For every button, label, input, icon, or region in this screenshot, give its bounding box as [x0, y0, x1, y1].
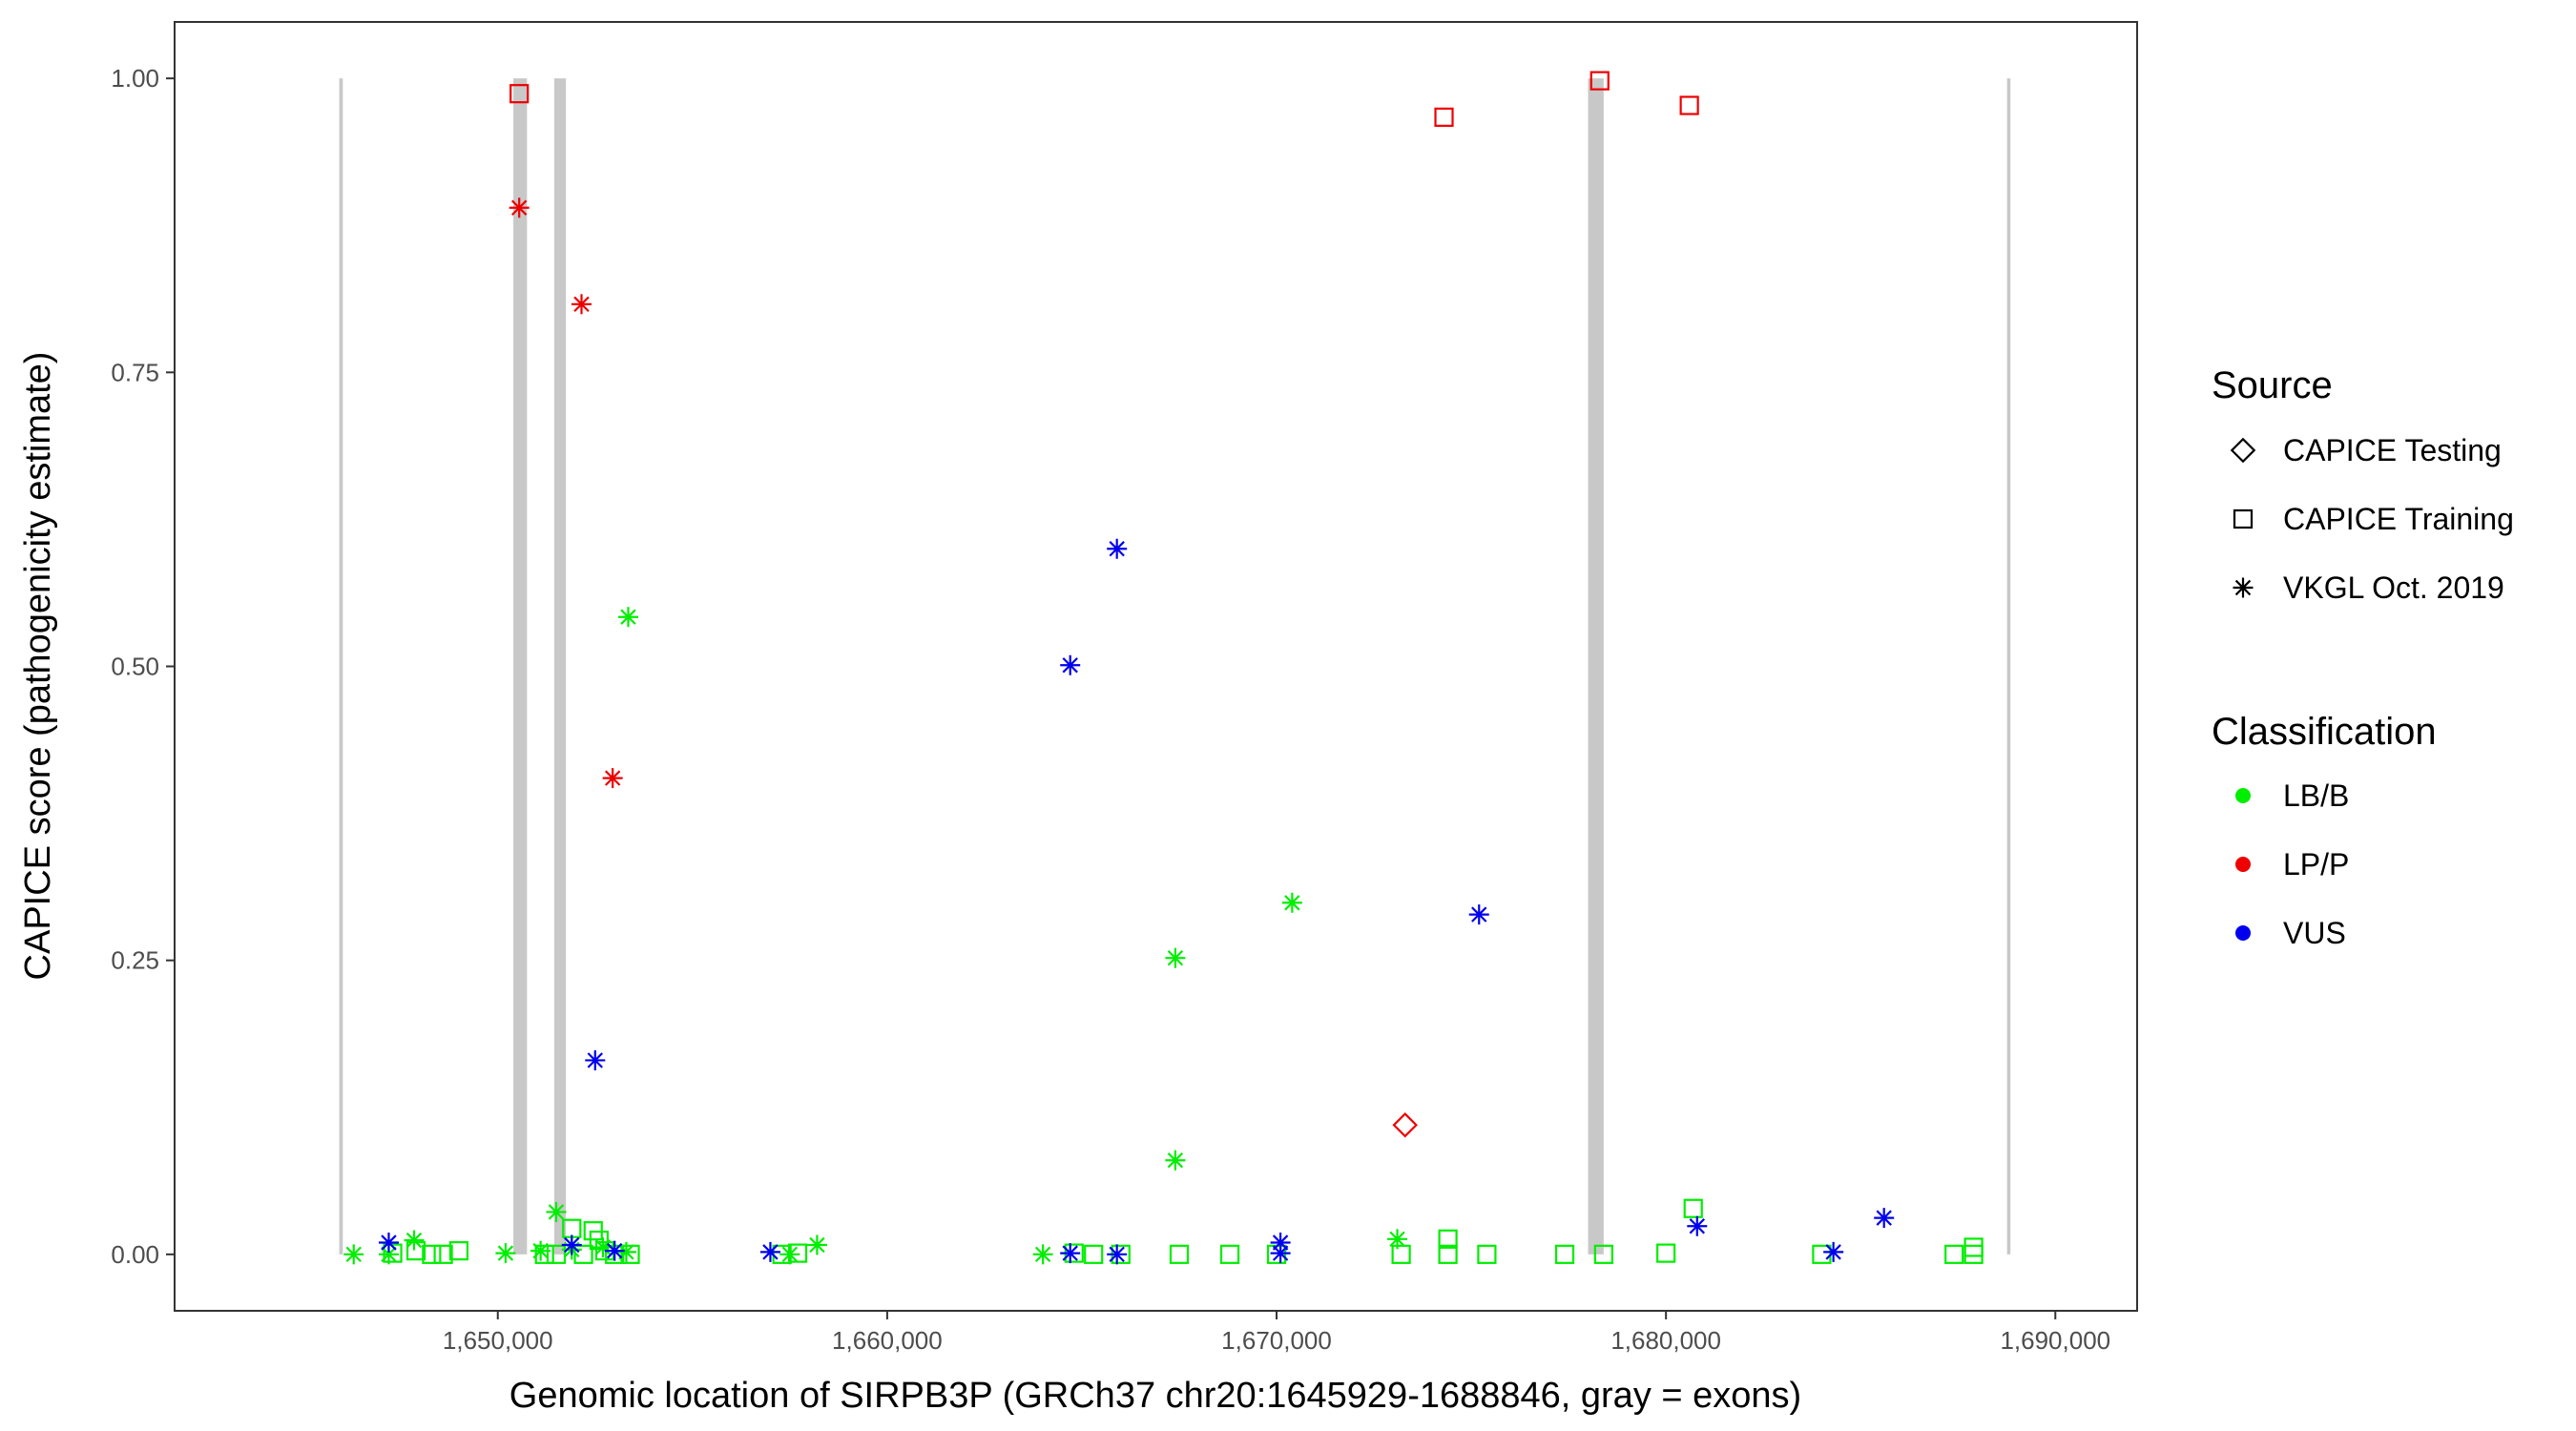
- data-point: [1679, 95, 1699, 115]
- data-point: [573, 1244, 593, 1264]
- x-tick-label: 1,680,000: [1610, 1326, 1721, 1355]
- legend-source-label: VKGL Oct. 2019: [2283, 570, 2504, 605]
- data-point: [571, 294, 592, 315]
- data-point: [546, 1244, 567, 1264]
- legend-classification-key: [2235, 925, 2251, 941]
- data-point: [589, 1230, 609, 1251]
- legend-classification-key: [2235, 788, 2251, 803]
- data-point: [495, 1243, 516, 1264]
- data-point: [1281, 892, 1302, 913]
- y-axis-title: CAPICE score (pathogenicity estimate): [18, 352, 58, 981]
- data-point: [1165, 1150, 1186, 1171]
- legend-classification-label: LB/B: [2283, 778, 2349, 813]
- data-point: [1589, 71, 1610, 91]
- data-point: [404, 1230, 425, 1251]
- x-tick-label: 1,670,000: [1221, 1326, 1332, 1355]
- data-point: [1165, 947, 1186, 968]
- data-point: [1823, 1241, 1844, 1262]
- y-tick-label: 1.00: [111, 64, 159, 93]
- legend-source-title: Source: [2212, 364, 2333, 406]
- legend-classification-label: VUS: [2283, 916, 2346, 950]
- exon-band: [1588, 78, 1604, 1255]
- y-tick-label: 0.00: [111, 1240, 159, 1269]
- data-point: [1434, 107, 1454, 127]
- y-tick-label: 0.75: [111, 358, 159, 386]
- exon-band: [339, 78, 343, 1255]
- legend-source-label: CAPICE Testing: [2283, 433, 2502, 467]
- data-point: [620, 1244, 640, 1264]
- legend-classification-label: LP/P: [2283, 847, 2349, 881]
- data-points: [343, 71, 1984, 1265]
- data-point: [1477, 1244, 1497, 1264]
- legend-classification-entries: LB/B LP/P VUS: [2235, 778, 2349, 950]
- data-point: [1468, 904, 1489, 925]
- legend-source-key: [2230, 437, 2256, 464]
- data-point: [448, 1241, 469, 1261]
- legend-source-label: CAPICE Training: [2283, 502, 2514, 536]
- data-point: [1687, 1215, 1708, 1236]
- data-point: [1219, 1244, 1240, 1264]
- data-point: [1084, 1244, 1104, 1264]
- legend-classification-title: Classification: [2212, 711, 2437, 753]
- exon-bands: [339, 78, 2011, 1255]
- data-point: [378, 1233, 399, 1254]
- data-point: [1874, 1208, 1895, 1229]
- data-point: [787, 1243, 808, 1263]
- data-point: [1392, 1111, 1418, 1138]
- data-point: [759, 1241, 780, 1262]
- legend-classification-key: [2235, 857, 2251, 872]
- data-point: [617, 607, 638, 628]
- data-point: [1060, 654, 1081, 675]
- data-point: [1169, 1244, 1190, 1264]
- data-point: [1107, 538, 1128, 559]
- data-point: [383, 1243, 403, 1263]
- data-point: [1060, 1243, 1081, 1264]
- data-point: [422, 1244, 442, 1264]
- legend-source-key: [2233, 508, 2254, 529]
- data-point: [1963, 1237, 1984, 1257]
- x-tick-label: 1,690,000: [2000, 1326, 2110, 1355]
- data-point: [509, 197, 530, 218]
- exon-band: [553, 78, 567, 1255]
- x-tick-label: 1,650,000: [443, 1326, 553, 1355]
- y-tick-label: 0.25: [111, 946, 159, 975]
- exon-band: [513, 78, 528, 1255]
- y-axis: 0.00 0.25 0.50 0.75 1.00: [111, 64, 175, 1269]
- data-point: [509, 84, 530, 104]
- data-point: [1683, 1198, 1703, 1218]
- exon-band: [2006, 78, 2011, 1255]
- data-point: [1593, 1244, 1613, 1264]
- data-point: [546, 1201, 567, 1222]
- legend: Source CAPICE Testing CAPICE Training VKGL…: [2212, 364, 2514, 950]
- data-point: [433, 1244, 453, 1264]
- data-point: [343, 1244, 364, 1265]
- x-axis-title: Genomic location of SIRPB3P (GRCh37 chr2…: [509, 1376, 1801, 1416]
- data-point: [1554, 1244, 1575, 1264]
- data-point: [585, 1049, 606, 1070]
- data-point: [602, 768, 623, 789]
- legend-source-entries: CAPICE Testing CAPICE Training VKGL Oct. 2…: [2230, 433, 2514, 605]
- legend-source-key: [2233, 577, 2254, 598]
- data-point: [534, 1244, 554, 1264]
- data-point: [1107, 1244, 1128, 1265]
- x-tick-label: 1,660,000: [832, 1326, 943, 1355]
- data-point: [1391, 1244, 1411, 1264]
- y-tick-label: 0.50: [111, 653, 159, 681]
- data-point: [1656, 1243, 1676, 1263]
- data-point: [1438, 1244, 1458, 1264]
- data-point: [405, 1241, 426, 1261]
- data-point: [1944, 1244, 1964, 1264]
- data-point: [1270, 1243, 1291, 1264]
- data-point: [1438, 1229, 1458, 1249]
- data-point: [806, 1234, 827, 1255]
- data-point: [604, 1240, 625, 1261]
- data-point: [561, 1234, 582, 1255]
- x-axis: 1,650,000 1,660,000 1,670,000 1,680,000 1,69…: [443, 1311, 2110, 1355]
- data-point: [1032, 1244, 1053, 1265]
